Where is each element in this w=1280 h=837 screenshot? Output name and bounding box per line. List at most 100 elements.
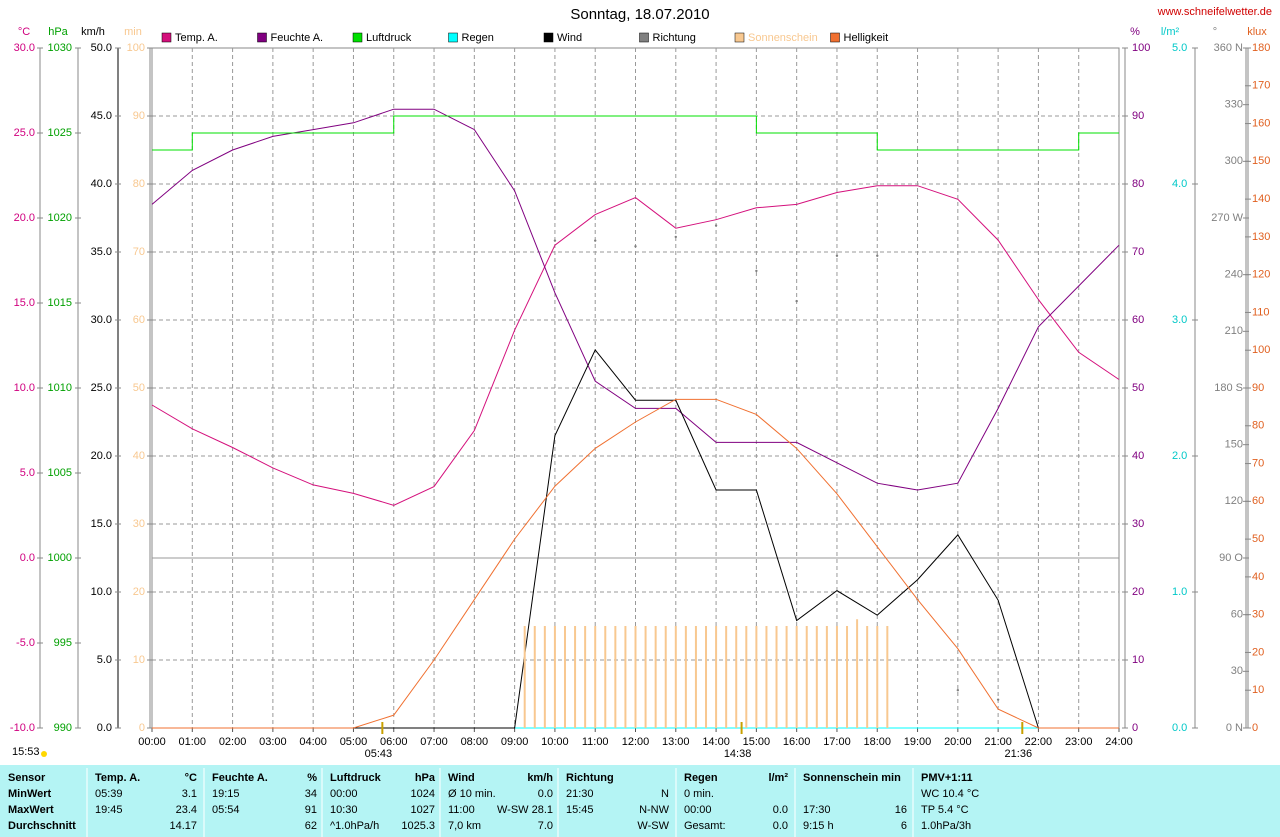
y-tick-label: 120 [1252,269,1270,281]
y-tick-label: 1000 [48,552,72,564]
legend-label: Regen [462,32,494,44]
table-header-cell: Sensor [8,772,46,784]
table-cell: 91 [305,804,317,816]
y-tick-label: 150 [1252,155,1270,167]
y-tick-label: 110 [1252,306,1270,318]
table-header-cell: Durchschnitt [8,820,76,832]
table-cell: W-SW [637,820,669,832]
x-tick-label: 21:00 [984,736,1012,748]
legend-swatch [448,32,458,43]
table-header-cell: % [307,772,317,784]
y-tick-label: 5.0 [20,467,35,479]
event-label: 21:36 [1005,748,1033,760]
y-tick-label: 10.0 [14,382,35,394]
y-tick-label: 170 [1252,80,1270,92]
direction-dot [634,245,637,248]
y-tick-label: 80 [133,178,145,190]
legend-label: Wind [557,32,582,44]
table-header-cell: Richtung [566,772,614,784]
event-label: 05:43 [365,748,393,760]
y-tick-label: 50 [1132,382,1144,394]
x-tick-label: 14:00 [702,736,730,748]
table-cell: 7.0 [538,820,553,832]
axis-unit: % [1130,26,1140,38]
series-line [151,185,1120,506]
x-tick-label: 05:00 [340,736,368,748]
table-cell: W-SW 28.1 [497,804,553,816]
y-tick-label: 300 [1225,155,1243,167]
x-tick-label: 17:00 [823,736,851,748]
table-cell: 00:00 [330,788,358,800]
y-tick-label: 160 [1252,117,1270,129]
x-tick-label: 00:00 [138,736,166,748]
chart-title: Sonntag, 18.07.2010 [570,6,709,23]
direction-dot [674,235,677,239]
table-cell: 19:15 [212,788,240,800]
table-cell: 0.0 [773,804,788,816]
y-tick-label: 270 W [1211,212,1243,224]
y-tick-label: 50 [1252,533,1264,545]
y-tick-label: 25.0 [91,382,112,394]
x-tick-label: 04:00 [299,736,327,748]
table-header-cell: Regen [684,772,718,784]
y-tick-label: 5.0 [1172,42,1187,54]
y-tick-label: 4.0 [1172,178,1187,190]
legend-swatch [639,32,649,43]
x-tick-label: 08:00 [461,736,489,748]
table-cell: 1.0hPa/3h [921,820,971,832]
x-tick-label: 13:00 [662,736,690,748]
legend-swatch [257,32,267,43]
legend-swatch [734,32,745,43]
axis-unit: km/h [81,26,105,38]
y-tick-label: 80 [1132,178,1144,190]
y-tick-label: 0 [139,722,145,734]
direction-dot [876,254,879,257]
y-tick-label: 0.0 [20,552,35,564]
y-tick-label: 180 S [1214,382,1243,394]
direction-dot [795,299,798,303]
legend-label: Helligkeit [844,32,889,44]
table-cell: 1025.3 [401,820,435,832]
table-header-cell: PMV+1:11 [921,772,973,784]
x-tick-label: 10:00 [541,736,569,748]
table-cell: N-NW [639,804,670,816]
y-tick-label: 150 [1225,439,1243,451]
y-tick-label: 0 N [1226,722,1243,734]
y-tick-label: 130 [1252,231,1270,243]
x-tick-label: 23:00 [1065,736,1093,748]
direction-dot [956,689,960,692]
legend-label: Temp. A. [175,32,218,44]
table-cell: 62 [305,820,317,832]
table-cell: 05:54 [212,804,240,816]
series-line [152,398,1119,729]
legend-swatch [161,32,172,43]
y-tick-label: 0 [1252,722,1258,734]
table-header-cell: Feuchte A. [212,772,268,784]
y-tick-label: 0.0 [97,722,112,734]
y-tick-label: 70 [133,246,145,258]
y-tick-label: 1025 [48,127,72,139]
y-tick-label: 120 [1225,495,1243,507]
y-tick-label: -5.0 [16,637,35,649]
sun-icon [41,751,47,757]
y-tick-label: 15.0 [91,518,112,530]
series-line [152,115,1119,151]
axis-unit: l/m² [1161,26,1180,38]
y-tick-label: 30 [1252,609,1264,621]
direction-dot [835,254,839,257]
y-tick-label: 1.0 [1172,586,1187,598]
table-cell: 00:00 [684,804,712,816]
y-tick-label: 80 [1252,420,1264,432]
y-tick-label: 30 [1132,518,1144,530]
y-tick-label: 90 [1252,382,1264,394]
direction-dot [594,239,597,242]
direction-dot [553,239,557,242]
axis-unit: min [124,26,142,38]
y-tick-label: 60 [1132,314,1144,326]
y-tick-label: 240 [1225,269,1243,281]
table-header-cell: MinWert [8,788,52,800]
y-tick-label: 210 [1225,325,1243,337]
site-link[interactable]: www.schneifelwetter.de [1157,6,1272,18]
y-tick-label: 3.0 [1172,314,1187,326]
